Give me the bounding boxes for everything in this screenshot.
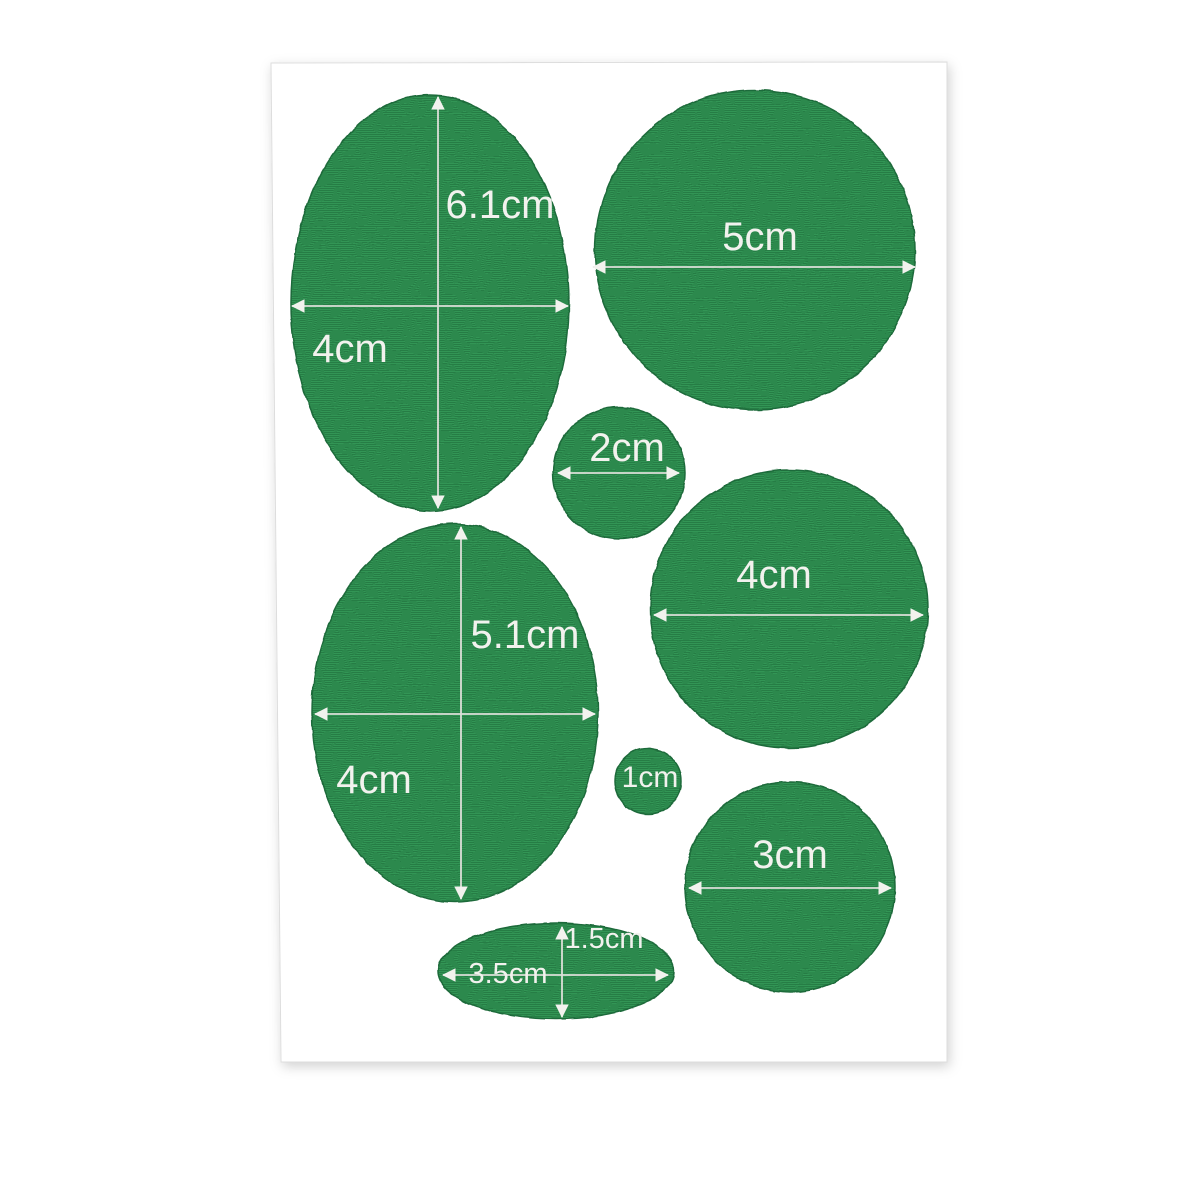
svg-text:5.1cm: 5.1cm: [471, 613, 580, 657]
svg-text:2cm: 2cm: [589, 426, 665, 470]
svg-text:5cm: 5cm: [722, 215, 798, 259]
svg-text:1.5cm: 1.5cm: [565, 923, 644, 955]
svg-text:3.5cm: 3.5cm: [469, 958, 548, 990]
svg-text:1cm: 1cm: [622, 761, 679, 794]
svg-text:6.1cm: 6.1cm: [446, 183, 555, 227]
svg-text:4cm: 4cm: [312, 327, 388, 371]
svg-text:4cm: 4cm: [736, 553, 812, 597]
svg-text:3cm: 3cm: [752, 833, 828, 877]
svg-text:4cm: 4cm: [336, 758, 412, 802]
